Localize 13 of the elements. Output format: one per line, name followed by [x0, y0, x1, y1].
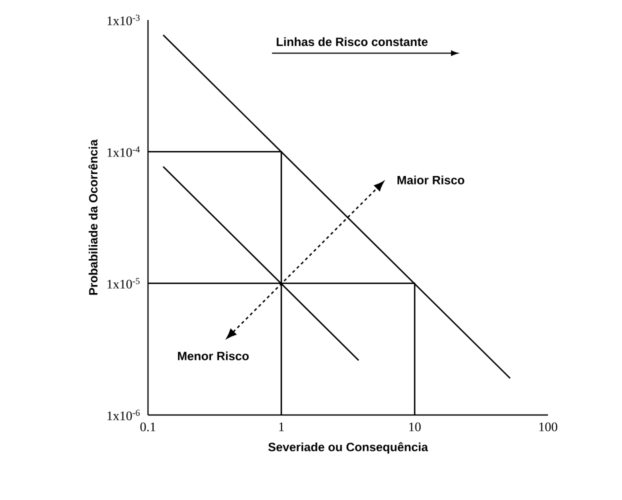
y-axis-title: Probabiliade da Ocorrência: [88, 139, 98, 295]
x-tick-label: 100: [539, 422, 558, 432]
y-tick-label: 1x10$^{-4}$: [108, 146, 140, 157]
annotation: Menor Risco: [178, 351, 249, 360]
y-tick-label: 1x10$^{-3}$: [108, 14, 140, 26]
annotation: Maior Risco: [398, 176, 464, 184]
x-tick-label: 1: [279, 422, 284, 432]
x-tick-label: 10: [409, 422, 421, 432]
y-tick-label: 1x10$^{-6}$: [108, 410, 140, 420]
annotation: Linhas de Risco constante: [276, 37, 428, 46]
x-axis-title: Severiade ou Consequência: [268, 442, 428, 454]
x-tick-label: 0.1: [140, 422, 156, 432]
y-tick-label: 1x10$^{-5}$: [108, 278, 140, 289]
